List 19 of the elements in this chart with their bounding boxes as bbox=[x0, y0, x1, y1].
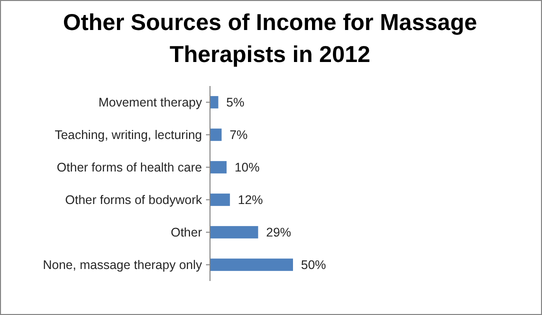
data-label: 10% bbox=[234, 160, 260, 175]
y-tick-label: Other forms of health care bbox=[56, 160, 202, 175]
data-label: 29% bbox=[266, 226, 292, 240]
chart-title: Other Sources of Income for Massage Therapists in 2012 bbox=[62, 9, 478, 67]
data-label: 12% bbox=[238, 193, 263, 208]
y-tick-label: Other bbox=[170, 226, 202, 240]
bar bbox=[210, 161, 227, 174]
y-tick-label: None, massage therapy only bbox=[42, 258, 203, 272]
data-label: 50% bbox=[301, 258, 326, 272]
bar bbox=[210, 96, 218, 108]
bar bbox=[210, 226, 258, 238]
y-tick-label: Teaching, writing, lecturing bbox=[54, 128, 202, 142]
data-label: 7% bbox=[230, 128, 248, 142]
y-tick-label: Other forms of bodywork bbox=[65, 193, 203, 208]
y-tick-label: Movement therapy bbox=[98, 96, 203, 110]
bar bbox=[210, 128, 222, 141]
bar bbox=[210, 194, 230, 206]
data-label: 5% bbox=[226, 96, 244, 110]
bar bbox=[210, 258, 293, 271]
